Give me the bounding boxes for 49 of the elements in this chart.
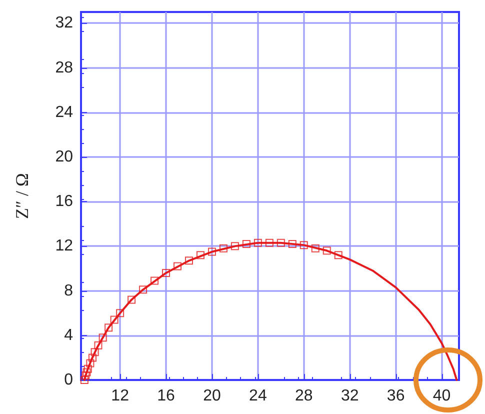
point <box>230 242 239 250</box>
x-tick-label: 12 <box>111 388 130 404</box>
point <box>94 341 102 350</box>
point <box>311 244 320 252</box>
point <box>88 354 96 362</box>
y-tick-label: 24 <box>55 104 74 121</box>
point <box>82 368 91 376</box>
point <box>185 256 193 265</box>
point <box>104 324 113 332</box>
point <box>162 268 170 277</box>
point <box>219 244 228 252</box>
point <box>90 348 99 356</box>
point <box>242 240 250 248</box>
y-tick-label: 12 <box>55 238 74 255</box>
y-tick-label: 0 <box>64 372 74 388</box>
point <box>84 364 92 373</box>
point <box>86 359 94 368</box>
point <box>265 238 274 247</box>
point <box>139 286 148 294</box>
point <box>300 241 308 250</box>
x-tick-label: 36 <box>386 388 405 404</box>
y-tick-label: 8 <box>64 282 74 300</box>
point <box>150 276 159 285</box>
y-tick-label: 28 <box>55 59 74 76</box>
point <box>80 376 88 384</box>
point <box>174 262 182 270</box>
x-tick-label: 40 <box>432 388 451 404</box>
y-tick-label: 32 <box>55 14 74 32</box>
point <box>98 334 107 342</box>
x-tick-label: 24 <box>249 388 267 404</box>
point <box>322 246 331 255</box>
x-tick-label: 32 <box>340 388 359 404</box>
point <box>276 238 285 247</box>
point <box>288 240 296 248</box>
y-tick-label: 4 <box>64 326 74 344</box>
x-tick-label: 16 <box>157 388 176 404</box>
point <box>82 372 90 380</box>
y-tick-label: 20 <box>55 148 74 166</box>
point <box>254 238 262 247</box>
point <box>128 296 136 304</box>
point <box>116 309 124 318</box>
y-tick-label: 16 <box>55 193 74 210</box>
x-tick-label: 28 <box>294 388 313 404</box>
point <box>110 316 118 324</box>
y-axis-title: Z″ / Ω <box>12 173 32 219</box>
point <box>196 251 204 260</box>
point <box>334 251 342 260</box>
x-tick-label: 20 <box>203 388 221 404</box>
point <box>208 248 216 256</box>
